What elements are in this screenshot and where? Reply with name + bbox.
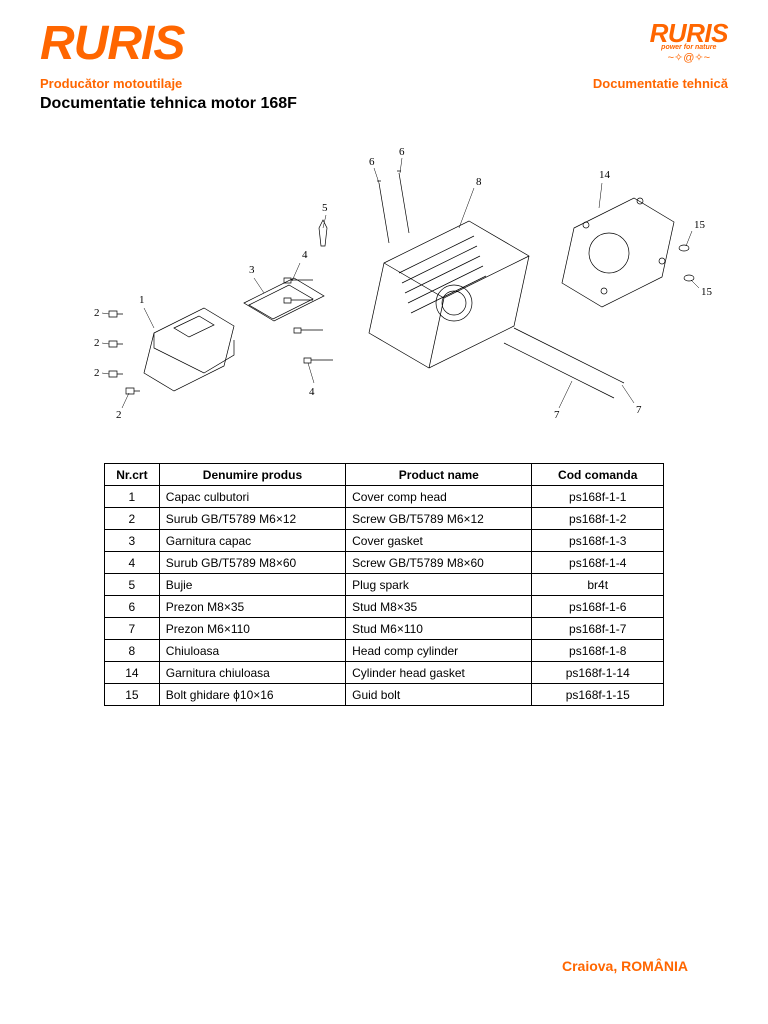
table-row: 5BujiePlug sparkbr4t bbox=[105, 574, 664, 596]
parts-table: Nr.crt Denumire produs Product name Cod … bbox=[104, 463, 664, 706]
table-row: 14Garnitura chiuloasaCylinder head gaske… bbox=[105, 662, 664, 684]
cell-denumire: Surub GB/T5789 M6×12 bbox=[159, 508, 345, 530]
logo-left: RURIS bbox=[40, 20, 184, 68]
svg-text:8: 8 bbox=[476, 176, 482, 188]
cell-denumire: Bujie bbox=[159, 574, 345, 596]
cell-product: Screw GB/T5789 M8×60 bbox=[346, 552, 532, 574]
svg-text:15: 15 bbox=[701, 286, 713, 298]
cell-cod: ps168f-1-15 bbox=[532, 684, 664, 706]
cell-product: Cover comp head bbox=[346, 486, 532, 508]
cell-cod: br4t bbox=[532, 574, 664, 596]
svg-text:7: 7 bbox=[636, 404, 642, 416]
svg-text:14: 14 bbox=[599, 169, 611, 181]
svg-text:4: 4 bbox=[309, 386, 315, 398]
cell-denumire: Prezon M8×35 bbox=[159, 596, 345, 618]
cell-cod: ps168f-1-7 bbox=[532, 618, 664, 640]
table-row: 8ChiuloasaHead comp cylinderps168f-1-8 bbox=[105, 640, 664, 662]
cell-product: Cylinder head gasket bbox=[346, 662, 532, 684]
cell-denumire: Capac culbutori bbox=[159, 486, 345, 508]
cell-product: Stud M6×110 bbox=[346, 618, 532, 640]
cell-denumire: Chiuloasa bbox=[159, 640, 345, 662]
cell-nr: 15 bbox=[105, 684, 160, 706]
cell-product: Stud M8×35 bbox=[346, 596, 532, 618]
table-row: 4Surub GB/T5789 M8×60Screw GB/T5789 M8×6… bbox=[105, 552, 664, 574]
cell-cod: ps168f-1-8 bbox=[532, 640, 664, 662]
page-title: Documentatie tehnica motor 168F bbox=[40, 95, 728, 113]
table-row: 2Surub GB/T5789 M6×12Screw GB/T5789 M6×1… bbox=[105, 508, 664, 530]
cell-nr: 2 bbox=[105, 508, 160, 530]
header: RURIS RURIS power for nature ~✧@✧~ bbox=[40, 20, 728, 68]
svg-text:15: 15 bbox=[694, 219, 706, 231]
cell-nr: 14 bbox=[105, 662, 160, 684]
svg-text:2: 2 bbox=[116, 409, 122, 421]
svg-text:2: 2 bbox=[94, 367, 100, 379]
col-product: Product name bbox=[346, 464, 532, 486]
subtitle-left: Producător motoutilaje bbox=[40, 76, 182, 91]
table-row: 15Bolt ghidare ϕ10×16Guid boltps168f-1-1… bbox=[105, 684, 664, 706]
cell-cod: ps168f-1-2 bbox=[532, 508, 664, 530]
cell-cod: ps168f-1-3 bbox=[532, 530, 664, 552]
cell-nr: 4 bbox=[105, 552, 160, 574]
svg-text:7: 7 bbox=[554, 409, 560, 421]
table-row: 7Prezon M6×110Stud M6×110ps168f-1-7 bbox=[105, 618, 664, 640]
cell-nr: 1 bbox=[105, 486, 160, 508]
exploded-diagram: 1 2 2 2 2 3 4 4 5 6 6 8 14 15 15 7 7 bbox=[40, 133, 728, 443]
cell-product: Head comp cylinder bbox=[346, 640, 532, 662]
logo-right: RURIS power for nature ~✧@✧~ bbox=[650, 20, 728, 64]
table-row: 3Garnitura capacCover gasketps168f-1-3 bbox=[105, 530, 664, 552]
cell-product: Plug spark bbox=[346, 574, 532, 596]
brand-tagline: power for nature bbox=[650, 44, 728, 51]
footer-location: Craiova, ROMÂNIA bbox=[562, 958, 688, 974]
subheader: Producător motoutilaje Documentatie tehn… bbox=[40, 76, 728, 91]
cell-denumire: Garnitura chiuloasa bbox=[159, 662, 345, 684]
cell-denumire: Bolt ghidare ϕ10×16 bbox=[159, 684, 345, 706]
cell-cod: ps168f-1-1 bbox=[532, 486, 664, 508]
cell-cod: ps168f-1-14 bbox=[532, 662, 664, 684]
cell-nr: 3 bbox=[105, 530, 160, 552]
col-cod: Cod comanda bbox=[532, 464, 664, 486]
cell-denumire: Prezon M6×110 bbox=[159, 618, 345, 640]
svg-text:2: 2 bbox=[94, 337, 100, 349]
svg-text:5: 5 bbox=[322, 202, 328, 214]
cell-nr: 7 bbox=[105, 618, 160, 640]
svg-text:4: 4 bbox=[302, 249, 308, 261]
svg-text:3: 3 bbox=[249, 264, 255, 276]
cell-product: Cover gasket bbox=[346, 530, 532, 552]
table-row: 1Capac culbutoriCover comp headps168f-1-… bbox=[105, 486, 664, 508]
cell-cod: ps168f-1-6 bbox=[532, 596, 664, 618]
svg-text:1: 1 bbox=[139, 294, 145, 306]
cell-product: Screw GB/T5789 M6×12 bbox=[346, 508, 532, 530]
wing-icon: ~✧@✧~ bbox=[650, 53, 728, 64]
table-header-row: Nr.crt Denumire produs Product name Cod … bbox=[105, 464, 664, 486]
cell-denumire: Garnitura capac bbox=[159, 530, 345, 552]
cell-nr: 5 bbox=[105, 574, 160, 596]
svg-text:6: 6 bbox=[399, 146, 405, 158]
cell-cod: ps168f-1-4 bbox=[532, 552, 664, 574]
subtitle-right: Documentatie tehnică bbox=[593, 76, 728, 91]
cell-nr: 6 bbox=[105, 596, 160, 618]
brand-text-right: RURIS bbox=[650, 20, 728, 46]
col-denumire: Denumire produs bbox=[159, 464, 345, 486]
cell-product: Guid bolt bbox=[346, 684, 532, 706]
table-row: 6Prezon M8×35Stud M8×35ps168f-1-6 bbox=[105, 596, 664, 618]
svg-text:2: 2 bbox=[94, 307, 100, 319]
cell-nr: 8 bbox=[105, 640, 160, 662]
col-nr: Nr.crt bbox=[105, 464, 160, 486]
cell-denumire: Surub GB/T5789 M8×60 bbox=[159, 552, 345, 574]
svg-text:6: 6 bbox=[369, 156, 375, 168]
brand-text-left: RURIS bbox=[40, 20, 184, 68]
